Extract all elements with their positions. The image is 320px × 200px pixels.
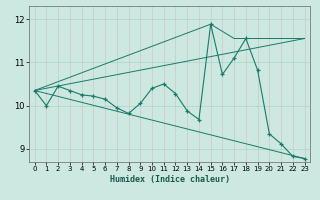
X-axis label: Humidex (Indice chaleur): Humidex (Indice chaleur) [109, 175, 229, 184]
